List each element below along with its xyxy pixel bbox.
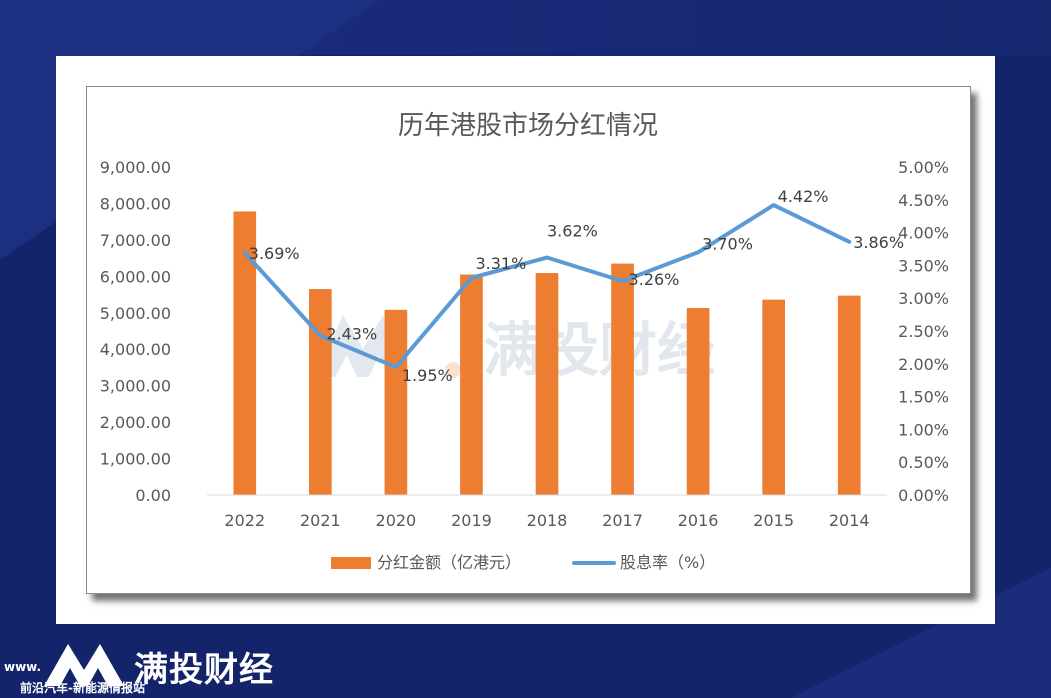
left-tick-label: 0.00 [135,486,171,505]
watermark-text: 满投财经 [483,316,715,384]
bar-2022 [233,211,257,495]
x-tick-label: 2015 [753,511,794,530]
right-tick-label: 4.00% [898,224,949,243]
bar-2020 [384,309,408,495]
yield-data-label: 3.69% [249,244,300,263]
right-tick-label: 0.50% [898,453,949,472]
x-tick-label: 2019 [451,511,492,530]
bar-2015 [762,299,785,495]
right-tick-label: 5.00% [898,158,949,177]
yield-data-label: 3.31% [475,254,526,273]
left-tick-label: 5,000.00 [100,304,171,323]
right-tick-label: 4.50% [898,191,949,210]
bar-2016 [686,308,710,495]
bar-2017 [611,263,634,495]
right-axis: 0.00% 0.50% 1.00% 1.50% 2.00% 2.50% 3.00% 3.50%… [898,158,949,505]
yield-data-label: 1.95% [402,366,453,385]
right-tick-label: 2.50% [898,322,949,341]
left-tick-label: 9,000.00 [100,158,171,177]
legend-bar-label: 分红金额（亿港元） [377,553,521,572]
x-tick-label: 2022 [224,511,265,530]
bar-2014 [837,295,861,495]
left-tick-label: 3,000.00 [100,377,171,396]
right-tick-label: 0.00% [898,486,949,505]
data-labels: 3.69% 2.43% 1.95% 3.31% 3.62% 3.26% 3.70% 4.42%… [249,187,904,385]
x-tick-label: 2017 [602,511,643,530]
x-tick-label: 2020 [376,511,417,530]
line-series [242,203,852,370]
legend: 分红金额（亿港元） 股息率（%） [331,553,715,572]
legend-bar-swatch [331,557,371,569]
footer-subtitle: 前沿汽车-新能源情报站 [20,681,145,695]
x-tick-label: 2016 [678,511,719,530]
right-tick-label: 3.50% [898,256,949,275]
left-axis: 0.00 1,000.00 2,000.00 3,000.00 4,000.00 5,00… [100,158,171,505]
yield-data-label: 4.42% [778,187,829,206]
right-tick-label: 2.00% [898,355,949,374]
right-tick-label: 1.50% [898,388,949,407]
left-tick-label: 7,000.00 [100,231,171,250]
chart-title: 历年港股市场分红情况 [398,111,658,141]
right-tick-label: 3.00% [898,289,949,308]
left-tick-label: 6,000.00 [100,267,171,286]
yield-data-label: 3.62% [547,222,598,241]
left-tick-label: 4,000.00 [100,340,171,359]
left-tick-label: 8,000.00 [100,194,171,213]
x-tick-label: 2014 [829,511,870,530]
bar-series [233,211,861,495]
x-axis: 2022 2021 2020 2019 2018 2017 2016 2015 2014 [224,511,869,530]
x-tick-label: 2021 [300,511,341,530]
chart-svg: 历年港股市场分红情况 满投财经 0.00 1,000.00 2,000.00 3,00… [100,111,949,572]
bar-2018 [535,273,559,495]
chart-paper: 历年港股市场分红情况 满投财经 0.00 1,000.00 2,000.00 3,00… [56,56,995,624]
watermark: 满投财经 [315,315,715,384]
x-tick-label: 2018 [527,511,568,530]
yield-data-label: 2.43% [326,325,377,344]
yield-data-label: 3.26% [629,270,680,289]
chart-frame: 历年港股市场分红情况 满投财经 0.00 1,000.00 2,000.00 3,00… [86,86,971,594]
yield-data-label: 3.70% [702,234,753,253]
left-tick-label: 1,000.00 [100,450,171,469]
dividend-yield-line [242,203,852,370]
footer-url[interactable]: www. [4,660,42,674]
footer-brand: 满投财经 [134,650,274,690]
footer-logo-icon [44,644,124,686]
bar-2021 [309,289,332,495]
bar-2019 [460,274,483,495]
yield-data-label: 3.86% [853,233,904,252]
watermark-dot-icon [445,362,461,378]
left-tick-label: 2,000.00 [100,413,171,432]
right-tick-label: 1.00% [898,420,949,439]
legend-line-label: 股息率（%） [620,553,715,572]
